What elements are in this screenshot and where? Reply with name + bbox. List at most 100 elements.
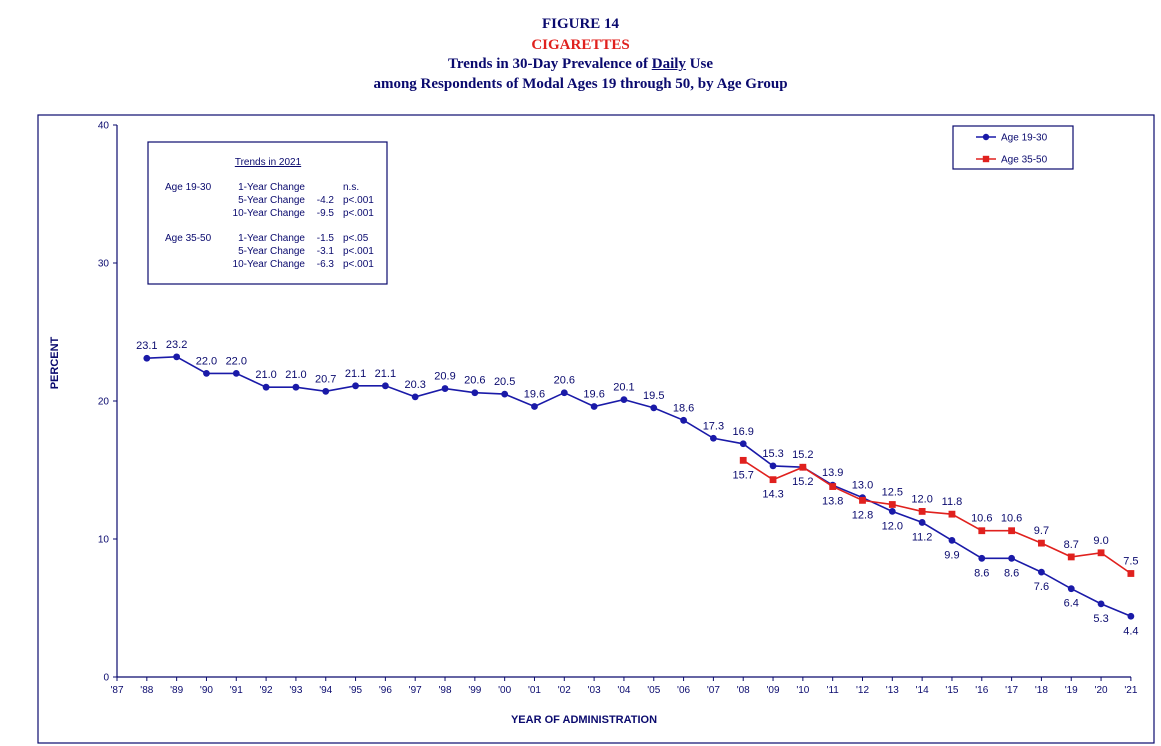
x-tick-label: '13 <box>886 685 899 696</box>
data-point-age-19-30 <box>948 536 956 544</box>
data-point-age-35-50 <box>739 456 747 464</box>
data-label-age-19-30: 16.9 <box>733 426 754 438</box>
trend-row-significance: p<.001 <box>343 208 374 219</box>
trend-row-significance: p<.05 <box>343 233 369 244</box>
y-tick-label: 40 <box>98 121 110 132</box>
y-tick-label: 10 <box>98 535 110 546</box>
data-point-age-35-50 <box>829 483 837 490</box>
x-tick-label: '02 <box>558 685 571 696</box>
trend-row-label: 5-Year Change <box>238 195 305 206</box>
data-label-age-19-30: 20.5 <box>494 376 515 388</box>
trend-row-label: 1-Year Change <box>238 233 305 244</box>
data-point-age-19-30 <box>650 404 658 412</box>
x-tick-label: '09 <box>767 685 780 696</box>
data-label-age-19-30: 13.0 <box>852 480 873 492</box>
data-label-age-19-30: 21.0 <box>255 369 276 381</box>
data-label-age-35-50: 7.5 <box>1123 556 1138 568</box>
data-point-age-19-30 <box>143 354 151 362</box>
data-point-age-19-30 <box>1127 612 1135 620</box>
trend-row-group: Age 19-30 <box>165 182 212 193</box>
x-tick-label: '20 <box>1095 685 1108 696</box>
trend-box: Trends in 2021 Age 19-30 1-Year Change n.s… <box>147 141 388 285</box>
data-label-age-19-30: 23.1 <box>136 340 157 352</box>
x-tick-label: '95 <box>349 685 362 696</box>
x-tick-label: '96 <box>379 685 392 696</box>
x-tick-label: '18 <box>1035 685 1048 696</box>
legend-label: Age 35-50 <box>1001 155 1048 166</box>
x-tick-label: '16 <box>975 685 988 696</box>
data-label-age-35-50: 9.7 <box>1034 525 1049 537</box>
x-tick-label: '87 <box>110 685 123 696</box>
data-label-age-35-50: 15.2 <box>792 476 813 488</box>
series-line-age-35-50 <box>742 459 1132 575</box>
data-label-age-19-30: 19.5 <box>643 390 664 402</box>
trend-row-significance: p<.001 <box>343 246 374 257</box>
data-label-age-19-30: 8.6 <box>974 567 989 579</box>
trend-row-value: -1.5 <box>317 233 335 244</box>
x-tick-label: '97 <box>409 685 422 696</box>
data-label-age-19-30: 7.6 <box>1034 581 1049 593</box>
data-label-age-19-30: 11.2 <box>912 531 933 543</box>
data-point-age-35-50 <box>1038 539 1045 547</box>
trend-box-title: Trends in 2021 <box>235 157 302 168</box>
data-label-age-35-50: 9.0 <box>1093 535 1108 547</box>
x-tick-label: '03 <box>588 685 601 696</box>
x-tick-label: '00 <box>498 685 511 696</box>
data-point-age-19-30 <box>560 389 568 397</box>
x-tick-label: '98 <box>438 685 451 696</box>
title-line-1-end: Use <box>685 56 713 72</box>
x-tick-label: '88 <box>140 685 153 696</box>
data-label-age-35-50: 15.7 <box>733 469 754 481</box>
x-tick-label: '06 <box>677 685 690 696</box>
data-point-age-19-30 <box>471 389 479 397</box>
x-tick-label: '93 <box>289 685 302 696</box>
figure-title-line-1: Trends in 30-Day Prevalence of Daily Use <box>0 56 1161 73</box>
data-label-age-35-50: 10.6 <box>971 513 992 525</box>
data-point-age-19-30 <box>769 462 777 470</box>
x-tick-label: '90 <box>200 685 213 696</box>
legend-marker <box>982 133 990 141</box>
title-line-1-start: Trends in 30-Day Prevalence of <box>448 56 652 72</box>
data-point-age-35-50 <box>1008 527 1015 535</box>
data-point-age-35-50 <box>1067 553 1075 561</box>
data-label-age-19-30: 20.1 <box>613 382 634 394</box>
x-tick-label: '12 <box>856 685 869 696</box>
title-daily-word: Daily <box>651 56 686 72</box>
data-label-age-19-30: 20.6 <box>464 375 485 387</box>
data-point-age-35-50 <box>1127 570 1135 577</box>
chart-frame <box>37 114 1155 744</box>
data-point-age-19-30 <box>381 382 389 390</box>
data-label-age-19-30: 18.6 <box>673 402 694 414</box>
data-point-age-19-30 <box>531 403 538 410</box>
data-label-age-19-30: 20.3 <box>404 379 425 391</box>
x-tick-label: '94 <box>319 685 332 696</box>
trend-row-label: 10-Year Change <box>233 208 306 219</box>
data-label-age-35-50: 14.3 <box>762 489 783 501</box>
data-point-age-19-30 <box>441 385 449 392</box>
x-tick-label: '04 <box>617 685 630 696</box>
data-label-age-19-30: 12.0 <box>882 520 903 532</box>
data-point-age-19-30 <box>292 383 300 391</box>
data-label-age-19-30: 21.1 <box>345 368 366 380</box>
data-point-age-35-50 <box>1097 549 1105 557</box>
x-axis-title: YEAR OF ADMINISTRATION <box>511 714 657 726</box>
data-label-age-19-30: 21.0 <box>285 369 306 381</box>
x-tick-label: '19 <box>1065 685 1078 696</box>
trend-row-value: -4.2 <box>317 195 335 206</box>
data-label-age-19-30: 8.6 <box>1004 567 1019 579</box>
data-label-age-35-50: 12.0 <box>911 493 932 505</box>
x-tick-label: '11 <box>827 685 840 696</box>
data-point-age-19-30 <box>203 370 210 377</box>
data-label-age-19-30: 13.9 <box>822 467 843 479</box>
data-point-age-35-50 <box>978 527 986 535</box>
data-label-age-35-50: 13.8 <box>822 496 843 508</box>
figure-subject: CIGARETTES <box>531 37 630 53</box>
data-label-age-35-50: 12.5 <box>882 487 903 499</box>
data-point-age-35-50 <box>948 510 956 518</box>
trend-row-label: 5-Year Change <box>238 246 305 257</box>
x-tick-label: '99 <box>468 685 481 696</box>
x-tick-label: '92 <box>260 685 273 696</box>
trend-box-frame <box>147 141 388 285</box>
x-tick-label: '89 <box>170 685 183 696</box>
